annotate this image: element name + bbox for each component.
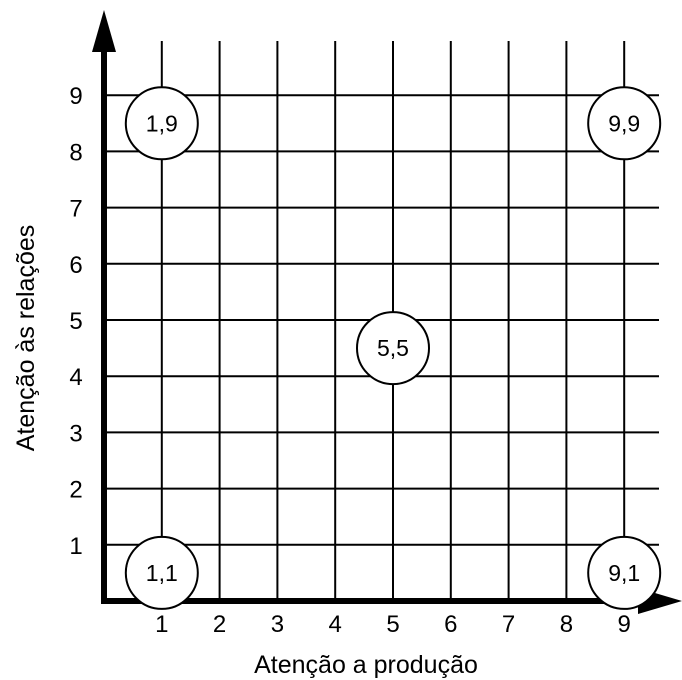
y-axis-title: Atenção às relações bbox=[12, 225, 40, 452]
y-axis-tick-labels: 1 2 3 4 5 6 7 8 9 bbox=[69, 83, 82, 560]
x-axis-title: Atenção a produção bbox=[254, 651, 478, 679]
x-tick-label: 4 bbox=[329, 611, 342, 638]
grid-marker: 1,1 bbox=[124, 535, 199, 610]
y-tick-label: 3 bbox=[69, 420, 82, 447]
y-tick-label: 9 bbox=[69, 83, 82, 110]
grid-marker-circle bbox=[587, 535, 662, 610]
y-tick-label: 6 bbox=[69, 252, 82, 279]
grid-marker-circle bbox=[124, 86, 199, 161]
y-tick-label: 7 bbox=[69, 196, 82, 223]
y-tick-label: 4 bbox=[69, 364, 82, 391]
x-tick-label: 1 bbox=[155, 611, 168, 638]
x-axis-tick-labels: 1 2 3 4 5 6 7 8 9 bbox=[155, 611, 631, 638]
grid-markers: 1,9 9,9 5,5 1,1 9,1 bbox=[124, 86, 662, 610]
grid-marker: 5,5 bbox=[356, 311, 430, 386]
grid-marker-circle bbox=[356, 311, 430, 386]
grid-marker-circle bbox=[587, 86, 662, 161]
grid-marker-circle bbox=[124, 535, 199, 610]
x-tick-label: 7 bbox=[502, 611, 515, 638]
y-tick-label: 1 bbox=[69, 533, 82, 560]
x-tick-label: 3 bbox=[271, 611, 284, 638]
x-tick-label: 5 bbox=[386, 611, 399, 638]
grid-marker-label: 1,9 bbox=[146, 110, 178, 136]
grid-marker: 1,9 bbox=[124, 86, 199, 161]
y-tick-label: 5 bbox=[69, 308, 82, 335]
y-tick-label: 8 bbox=[69, 139, 82, 166]
x-tick-label: 9 bbox=[618, 611, 631, 638]
grid-marker-label: 9,1 bbox=[608, 560, 640, 586]
grid-marker: 9,1 bbox=[587, 535, 662, 610]
y-tick-label: 2 bbox=[69, 477, 82, 504]
x-tick-label: 2 bbox=[213, 611, 226, 638]
grid-marker-label: 5,5 bbox=[377, 335, 409, 361]
x-tick-label: 6 bbox=[444, 611, 457, 638]
y-axis-arrow-icon bbox=[92, 10, 116, 52]
grid-marker-label: 1,1 bbox=[146, 560, 178, 586]
grid-marker-label: 9,9 bbox=[608, 110, 640, 136]
grid-marker: 9,9 bbox=[587, 86, 662, 161]
x-tick-label: 8 bbox=[560, 611, 573, 638]
